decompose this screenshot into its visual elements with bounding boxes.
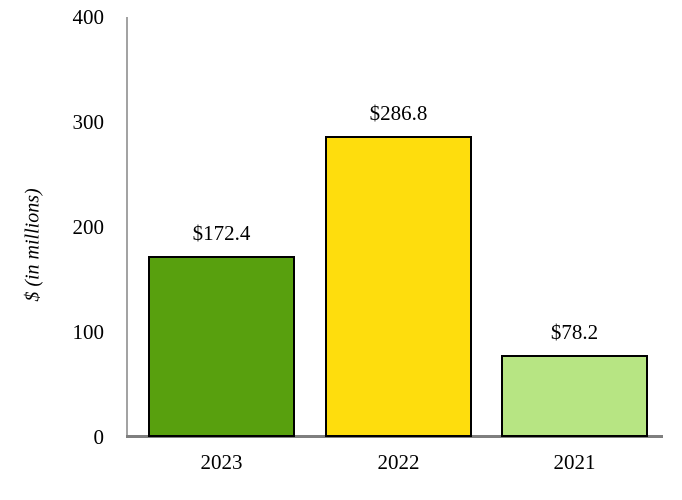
plot-area: $172.4 $286.8 $78.2 (127, 17, 663, 437)
y-tick-label: 400 (72, 5, 105, 29)
x-tick-label: 2023 (200, 450, 243, 474)
bar-value-label: $172.4 (192, 221, 251, 245)
y-tick-label: 100 (72, 320, 105, 344)
bar-value-label: $286.8 (369, 101, 428, 125)
y-tick-label: 200 (72, 215, 105, 239)
y-tick-label: 0 (93, 425, 105, 449)
x-tick-label: 2021 (553, 450, 596, 474)
x-tick-label: 2022 (377, 450, 420, 474)
y-axis-line (126, 17, 128, 438)
y-tick-label: 300 (72, 110, 105, 134)
bar-2023 (148, 256, 295, 437)
bar-value-label: $78.2 (550, 320, 599, 344)
bar-2022 (325, 136, 472, 437)
bar-2021 (501, 355, 648, 437)
y-axis-title: $ (in millions) (21, 188, 44, 302)
